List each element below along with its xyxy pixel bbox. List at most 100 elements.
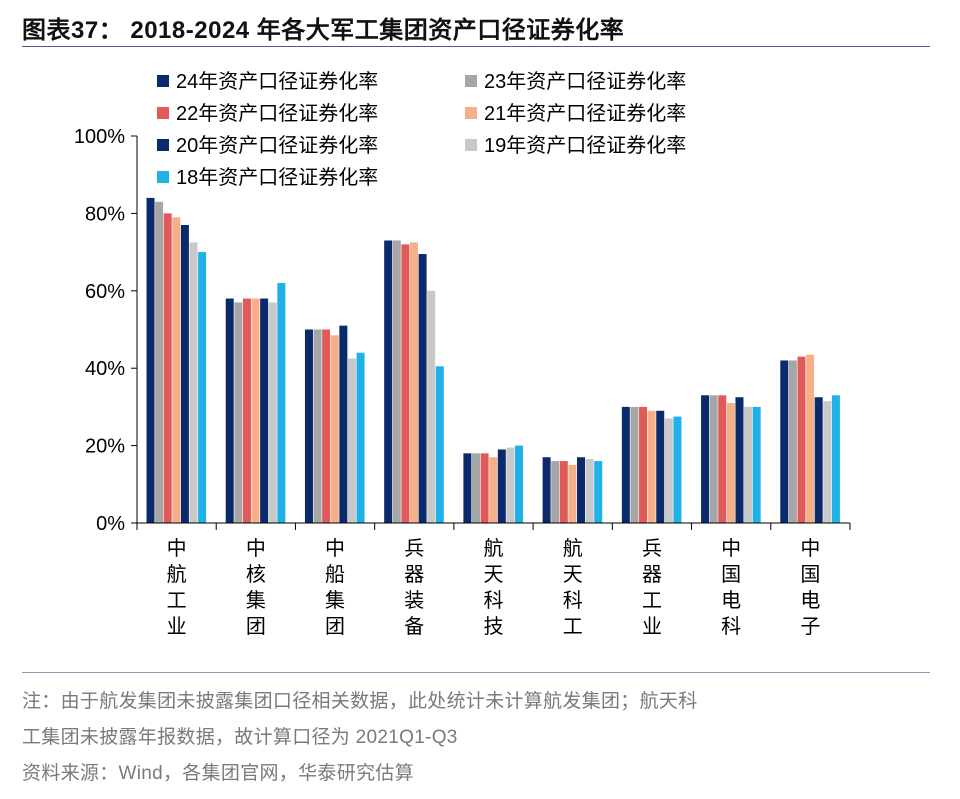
bar [788, 360, 797, 523]
bar [797, 356, 806, 523]
bars [146, 197, 840, 524]
bar [418, 254, 427, 524]
x-tick-label-char: 科 [721, 615, 741, 638]
x-tick-label-char: 工 [642, 590, 662, 612]
bar [559, 461, 568, 523]
bar [198, 252, 207, 523]
legend-label: 21年资产口径证券化率 [484, 102, 686, 125]
legend-swatch [157, 107, 169, 119]
bar [664, 418, 673, 523]
x-tick-label-char: 工 [563, 616, 583, 638]
bar [647, 410, 656, 523]
x-tick-label-char: 集 [246, 589, 266, 612]
bar [277, 283, 286, 523]
y-tick-label: 60% [85, 281, 125, 303]
bar [146, 197, 155, 524]
bar [435, 366, 444, 523]
bar [823, 401, 832, 523]
x-tick-label-char: 国 [800, 564, 820, 586]
x-tick-label-char: 电 [800, 589, 820, 612]
bar [356, 352, 365, 523]
bar [656, 410, 665, 523]
bar [384, 240, 393, 524]
x-tick-label-char: 中 [800, 537, 820, 560]
title-divider [22, 46, 930, 47]
legend-label: 22年资产口径证券化率 [176, 102, 378, 125]
bar [427, 290, 436, 523]
x-tick-label-char: 天 [484, 564, 504, 586]
bar-chart: 0%20%40%60%80%100% 中航工业中核集团中船集团兵器装备航天科技航… [74, 70, 851, 638]
bar [268, 302, 277, 523]
y-tick-label: 20% [85, 436, 125, 458]
bar [542, 457, 551, 523]
legend-label: 20年资产口径证券化率 [176, 134, 378, 157]
bar [304, 329, 313, 523]
bar [163, 213, 172, 523]
x-tick-label-char: 器 [642, 564, 662, 586]
bar [806, 354, 815, 523]
bar [234, 302, 243, 523]
x-tick-label-char: 子 [800, 616, 820, 638]
bar [313, 329, 322, 523]
legend-swatch [465, 107, 477, 119]
bar [639, 406, 648, 523]
bar [497, 449, 506, 523]
bar [752, 406, 761, 523]
bar [480, 453, 489, 523]
x-tick-label-char: 航 [563, 537, 583, 560]
bar [506, 447, 515, 523]
bar [172, 217, 181, 523]
bar [701, 395, 710, 523]
legend-swatch [157, 171, 169, 183]
x-tick-label-char: 技 [484, 615, 504, 638]
bar [831, 395, 840, 523]
bar [242, 298, 251, 523]
legend-label: 24年资产口径证券化率 [176, 70, 378, 93]
x-tick-label-char: 集 [325, 589, 345, 612]
x-tick-label-char: 电 [721, 589, 741, 612]
y-tick-label: 40% [85, 358, 125, 380]
bar [630, 406, 639, 523]
x-tick-label-char: 业 [642, 615, 662, 638]
x-tick-label-char: 备 [404, 615, 424, 638]
x-tick-label-char: 航 [484, 537, 504, 560]
bar [409, 242, 418, 523]
footer-divider [22, 672, 930, 673]
legend-label: 18年资产口径证券化率 [176, 166, 378, 189]
legend-swatch [465, 75, 477, 87]
bar [568, 464, 577, 523]
bar [726, 403, 735, 523]
bar [735, 397, 744, 523]
x-tick-label-char: 中 [167, 537, 187, 560]
bar [489, 457, 498, 523]
bar [673, 416, 682, 523]
bar [225, 298, 234, 523]
bar [621, 406, 630, 523]
source-note: 资料来源：Wind，各集团官网，华泰研究估算 [22, 763, 414, 784]
x-tick-label-char: 中 [325, 537, 345, 560]
bar [463, 453, 472, 523]
legend-label: 19年资产口径证券化率 [484, 134, 686, 157]
bar [339, 325, 348, 523]
x-tick-label-char: 兵 [404, 537, 424, 560]
x-tick-label-char: 装 [404, 589, 424, 612]
footnote-line-2: 工集团未披露年报数据，故计算口径为 2021Q1-Q3 [22, 727, 458, 748]
bar [392, 240, 401, 524]
bar [551, 461, 560, 523]
bar [401, 244, 410, 524]
x-tick-label-char: 科 [484, 589, 504, 612]
bar [260, 298, 269, 523]
x-tick-label-char: 中 [721, 537, 741, 560]
x-tick-label-char: 核 [246, 563, 266, 586]
x-tick-label-char: 兵 [642, 537, 662, 560]
bar [472, 453, 480, 523]
x-tick-label-char: 团 [246, 616, 266, 638]
bar [744, 406, 753, 523]
x-tick-label-char: 航 [167, 563, 187, 586]
y-tick-label: 80% [85, 203, 125, 225]
bar [709, 395, 718, 523]
legend-swatch [157, 75, 169, 87]
y-axis: 0% 20% 40% 60% 80% 100% [74, 126, 138, 535]
bar [189, 242, 198, 523]
